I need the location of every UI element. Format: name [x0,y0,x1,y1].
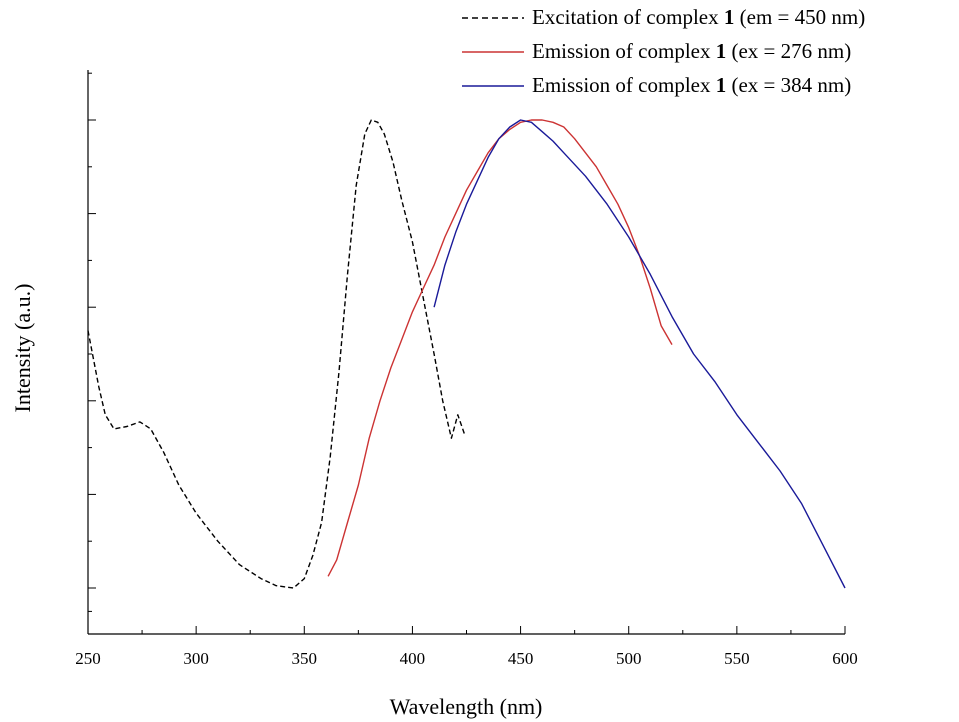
x-tick-label: 500 [616,649,642,668]
x-tick-label: 250 [75,649,101,668]
y-axis-ticks [88,72,96,612]
axes [87,70,845,635]
series-line-3 [433,119,846,589]
x-tick-label: 300 [183,649,209,668]
legend-label-compound: 1 [716,73,727,97]
x-tick-label: 350 [292,649,318,668]
series-layer [87,119,846,589]
legend-label-text: Emission of complex [532,39,716,63]
legend-label-text: Excitation of complex [532,5,724,29]
legend-label: Emission of complex 1 (ex = 384 nm) [532,73,851,97]
y-axis-title: Intensity (a.u.) [10,284,35,413]
legend-label-condition: (ex = 276 nm) [726,39,851,63]
legend-label-compound: 1 [716,39,727,63]
legend-label: Excitation of complex 1 (em = 450 nm) [532,5,865,29]
x-tick-label: 400 [400,649,426,668]
x-axis-title: Wavelength (nm) [390,694,543,719]
x-axis-ticks: 250 300 350 400 450 500 550 600 [75,626,858,668]
x-tick-label: 600 [832,649,858,668]
legend-label-text: Emission of complex [532,73,716,97]
series-line-1 [87,119,465,589]
legend: Excitation of complex 1 (em = 450 nm) Emi… [462,5,865,97]
legend-label-compound: 1 [724,5,735,29]
legend-label: Emission of complex 1 (ex = 276 nm) [532,39,851,63]
x-tick-label: 450 [508,649,534,668]
legend-label-condition: (ex = 384 nm) [726,73,851,97]
series-line-2 [327,119,673,577]
x-tick-label: 550 [724,649,750,668]
legend-label-condition: (em = 450 nm) [734,5,865,29]
